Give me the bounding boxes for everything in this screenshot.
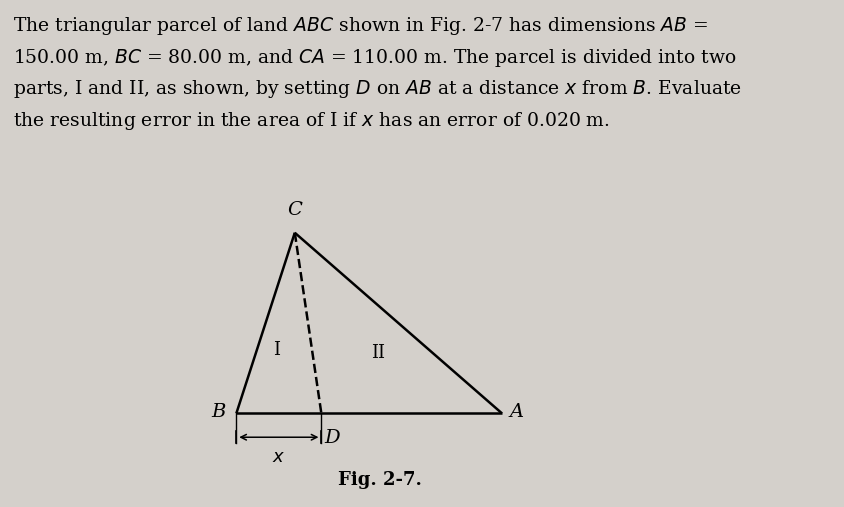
Text: B: B — [211, 403, 225, 421]
Text: $\mathit{x}$: $\mathit{x}$ — [272, 448, 285, 466]
Text: A: A — [509, 403, 523, 421]
Text: C: C — [287, 201, 302, 220]
Text: parts, I and II, as shown, by setting $\mathit{D}$ on $\mathit{AB}$ at a distanc: parts, I and II, as shown, by setting $\… — [13, 78, 741, 100]
Text: II: II — [371, 344, 385, 362]
Text: the resulting error in the area of I if $\mathit{x}$ has an error of 0.020 m.: the resulting error in the area of I if … — [13, 110, 609, 131]
Text: Fig. 2-7.: Fig. 2-7. — [338, 471, 422, 489]
Text: D: D — [324, 429, 340, 447]
Text: I: I — [273, 342, 279, 359]
Text: The triangular parcel of land $\mathit{ABC}$ shown in Fig. 2-7 has dimensions $\: The triangular parcel of land $\mathit{A… — [13, 15, 707, 37]
Text: 150.00 m, $\mathit{BC}$ = 80.00 m, and $\mathit{CA}$ = 110.00 m. The parcel is d: 150.00 m, $\mathit{BC}$ = 80.00 m, and $… — [13, 47, 735, 68]
